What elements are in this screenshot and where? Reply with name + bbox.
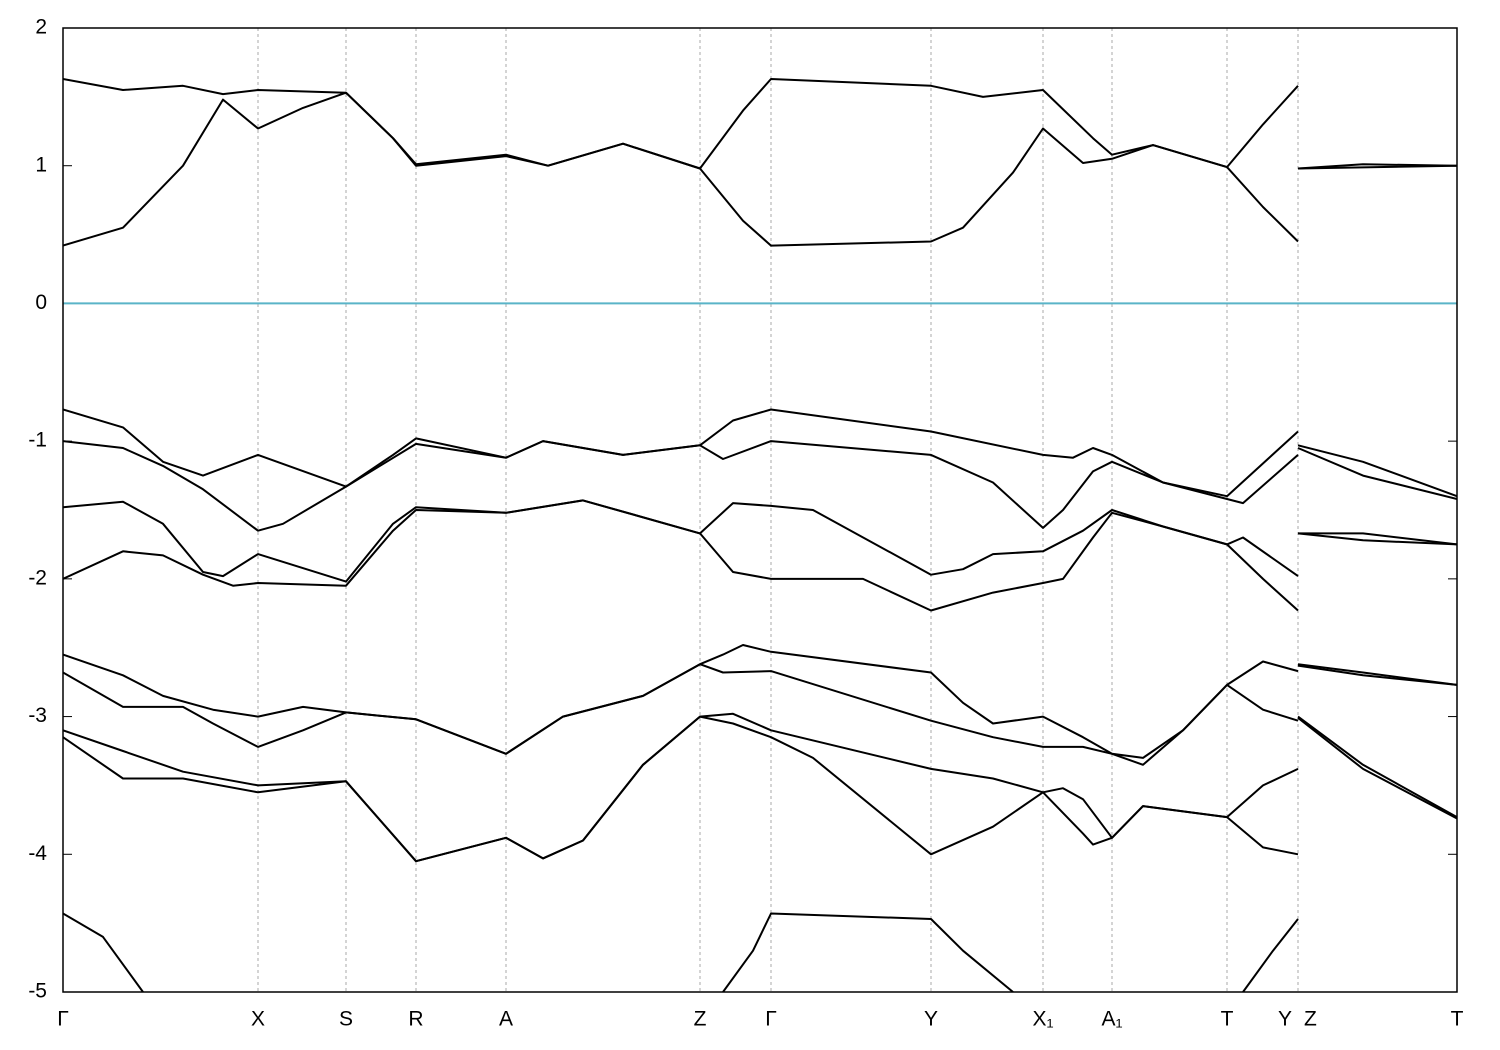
x-tick-label: A [499,1008,513,1031]
grid [62,27,1458,993]
band-line [63,499,1457,583]
x-tick-label: Z [694,1008,707,1031]
x-tick-label: Y [924,1008,938,1031]
x-tick-label: R [408,1008,423,1031]
band-line [63,663,1457,766]
y-tick-label: -2 [28,566,47,589]
y-tick-label: 2 [35,16,47,39]
x-tick-label: S [339,1008,353,1031]
x-tick-label: Γ [57,1008,69,1031]
band-line [63,91,1457,247]
y-tick-label: -5 [28,980,47,1003]
x-tick-label: Γ [765,1008,777,1031]
x-tick-label: Y [1278,1008,1292,1031]
y-tick-label: 1 [35,153,47,176]
x-tick-label: T [1451,1008,1464,1031]
band-line [63,715,1457,863]
y-tick-label: -4 [28,842,47,865]
band-line [63,912,1299,992]
x-tick-label: T [1221,1008,1234,1031]
band-line [63,408,1457,498]
x-tick-label: Z [1304,1008,1317,1031]
x-tick-label: X [251,1008,265,1031]
x-tick-label: A₁ [1101,1008,1122,1031]
y-tick-label: -3 [28,704,47,727]
band-line [63,499,1457,612]
band-line [63,712,1457,863]
y-tick-label: -1 [28,429,47,452]
x-tick-label: X₁ [1032,1008,1053,1031]
plot-frame [62,27,1458,993]
band-line [63,78,1457,170]
bands [63,78,1457,992]
y-tick-label: 0 [35,291,47,314]
band-line [63,440,1457,532]
